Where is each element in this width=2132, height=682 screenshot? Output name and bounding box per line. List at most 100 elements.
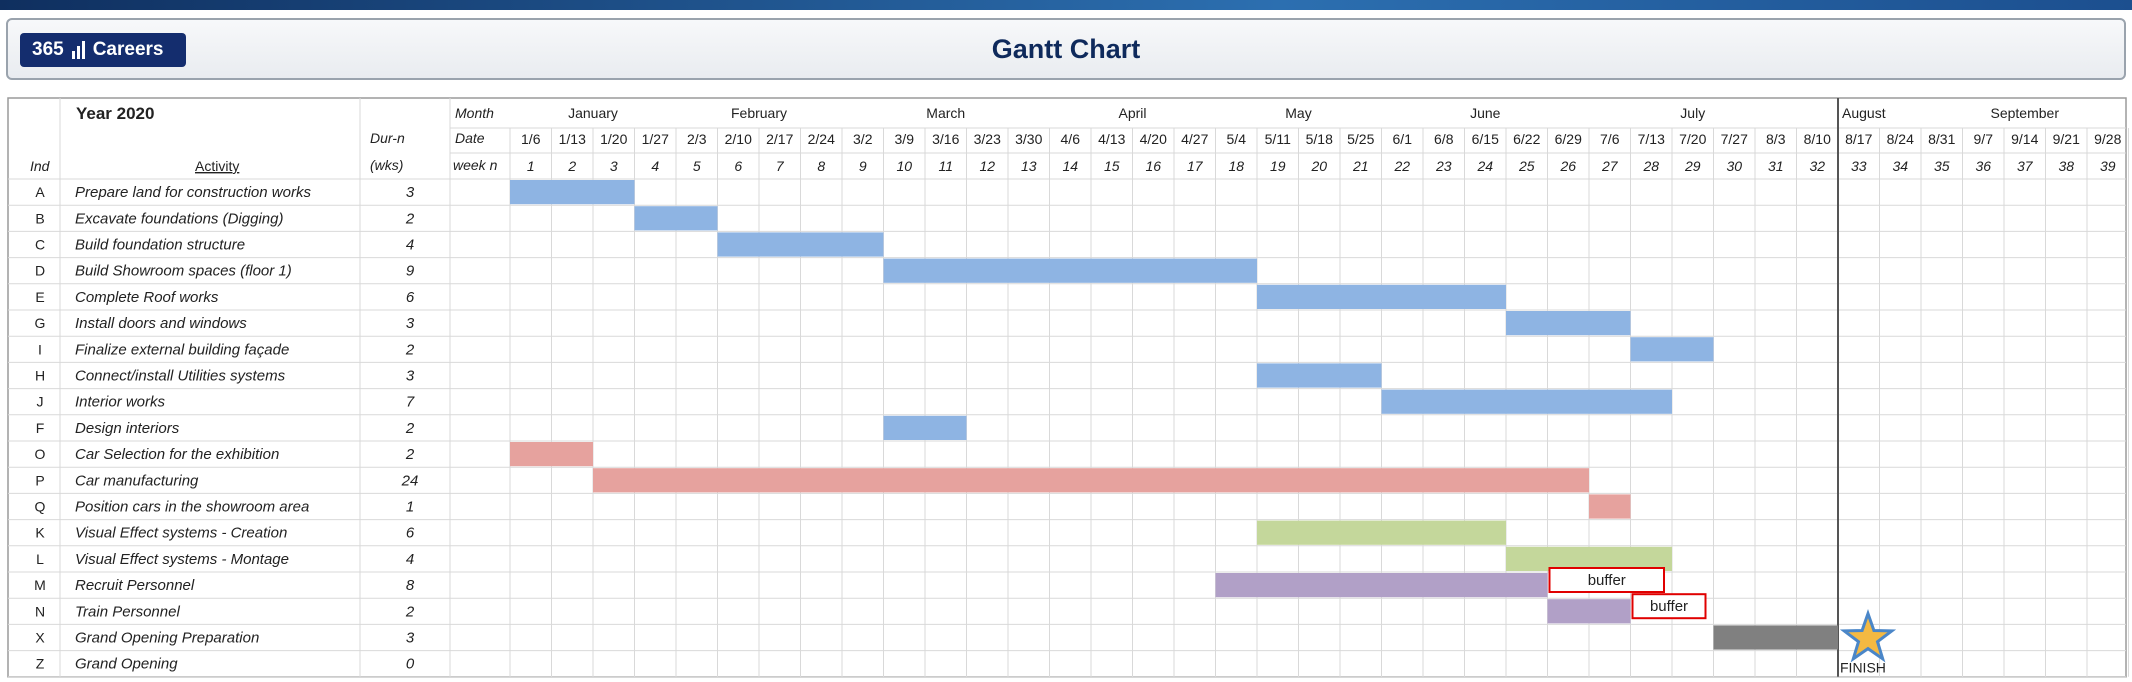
week-number-label: 30 <box>1726 158 1742 174</box>
week-number-label: 31 <box>1768 158 1784 174</box>
date-label: 4/20 <box>1140 131 1167 147</box>
week-number-label: 37 <box>2017 158 2034 174</box>
task-ind: J <box>37 394 44 410</box>
task-bar <box>510 442 593 467</box>
task-activity: Excavate foundations (Digging) <box>75 210 283 227</box>
date-label: 3/9 <box>895 131 915 147</box>
col-activity-header: Activity <box>195 158 239 174</box>
week-number-label: 15 <box>1104 158 1120 174</box>
buffer-box <box>1548 567 1665 593</box>
week-number-label: 25 <box>1518 158 1535 174</box>
task-bar <box>1506 546 1672 571</box>
bars <box>510 180 1838 650</box>
month-label: July <box>1680 105 1705 121</box>
week-number-label: 5 <box>693 158 701 174</box>
date-label: 4/13 <box>1098 131 1125 147</box>
date-label: 9/7 <box>1974 131 1994 147</box>
task-duration: 9 <box>406 263 415 280</box>
task-duration: 4 <box>406 237 414 254</box>
date-label: 3/23 <box>974 131 1001 147</box>
table-frame <box>7 97 2127 678</box>
month-label: June <box>1470 105 1501 121</box>
task-bar <box>883 258 1257 283</box>
week-number-label: 13 <box>1021 158 1037 174</box>
task-duration: 6 <box>406 289 415 306</box>
task-ind: A <box>35 184 45 200</box>
task-ind: D <box>35 263 45 279</box>
task-bar <box>1381 389 1672 414</box>
task-activity: Recruit Personnel <box>75 577 195 594</box>
week-number-label: 18 <box>1228 158 1244 174</box>
date-label: 5/11 <box>1265 131 1291 147</box>
task-bar <box>717 232 884 257</box>
task-activity: Train Personnel <box>75 603 180 620</box>
week-number-label: 17 <box>1187 158 1204 174</box>
week-number-label: 14 <box>1062 158 1078 174</box>
task-duration: 3 <box>406 630 415 647</box>
week-number-label: 29 <box>1684 158 1701 174</box>
date-label: 3/2 <box>853 131 873 147</box>
task-duration: 3 <box>406 184 415 201</box>
task-activity: Connect/install Utilities systems <box>75 368 286 385</box>
task-activity: Visual Effect systems - Creation <box>75 525 287 542</box>
date-label: 1/13 <box>559 131 586 147</box>
task-bar <box>1257 284 1506 309</box>
task-duration: 0 <box>406 656 415 673</box>
week-number-label: 1 <box>527 158 535 174</box>
task-ind: E <box>35 289 44 305</box>
task-duration: 6 <box>406 525 415 542</box>
task-duration: 4 <box>406 551 414 568</box>
task-activity: Prepare land for construction works <box>75 184 311 201</box>
col-dur-header-1: Dur-n <box>370 130 405 146</box>
task-activity: Grand Opening <box>75 656 178 673</box>
week-number-label: 12 <box>979 158 995 174</box>
task-duration: 1 <box>406 499 414 516</box>
week-number-label: 6 <box>734 158 742 174</box>
week-number-label: 39 <box>2100 158 2116 174</box>
task-bar <box>510 180 635 205</box>
bar-chart-icon <box>71 41 85 59</box>
date-label: 7/27 <box>1721 131 1748 147</box>
task-duration: 8 <box>406 577 415 594</box>
page-title: Gantt Chart <box>991 34 1141 64</box>
month-label: January <box>568 105 618 121</box>
date-label: 8/17 <box>1845 131 1872 147</box>
task-bar <box>883 415 967 440</box>
task-duration: 7 <box>406 394 415 411</box>
week-number-label: 4 <box>651 158 659 174</box>
task-activity: Car manufacturing <box>75 472 199 489</box>
week-number-label: 35 <box>1934 158 1950 174</box>
week-number-label: 24 <box>1476 158 1493 174</box>
week-number-label: 11 <box>938 158 953 174</box>
task-duration: 3 <box>406 368 415 385</box>
grid <box>7 97 2129 678</box>
task-activity: Position cars in the showroom area <box>75 499 309 516</box>
task-ind: G <box>35 315 46 331</box>
logo[interactable]: 365 Careers <box>20 33 186 67</box>
week-number-label: 10 <box>896 158 912 174</box>
date-label: 6/22 <box>1513 131 1540 147</box>
task-ind: X <box>35 630 45 646</box>
task-ind: O <box>35 446 46 462</box>
logo-name: Careers <box>92 39 164 60</box>
task-ind: L <box>36 551 44 567</box>
task-activity: Interior works <box>75 394 166 411</box>
task-ind: Q <box>35 499 46 515</box>
task-bar <box>593 468 1589 493</box>
week-number-label: 16 <box>1145 158 1161 174</box>
week-number-label: 9 <box>859 158 867 174</box>
date-label: 8/24 <box>1887 131 1914 147</box>
task-bar <box>634 206 718 231</box>
date-label: 5/25 <box>1347 131 1374 147</box>
date-label: 6/1 <box>1393 131 1413 147</box>
task-ind: F <box>36 420 45 436</box>
date-label: 1/6 <box>521 131 541 147</box>
week-number-label: 21 <box>1352 158 1369 174</box>
week-number-label: 23 <box>1435 158 1452 174</box>
top-bar <box>0 0 2132 10</box>
date-label: 1/20 <box>600 131 627 147</box>
row-date-label: Date <box>455 130 485 146</box>
task-bar <box>1215 573 1548 598</box>
date-label: 6/29 <box>1555 131 1582 147</box>
